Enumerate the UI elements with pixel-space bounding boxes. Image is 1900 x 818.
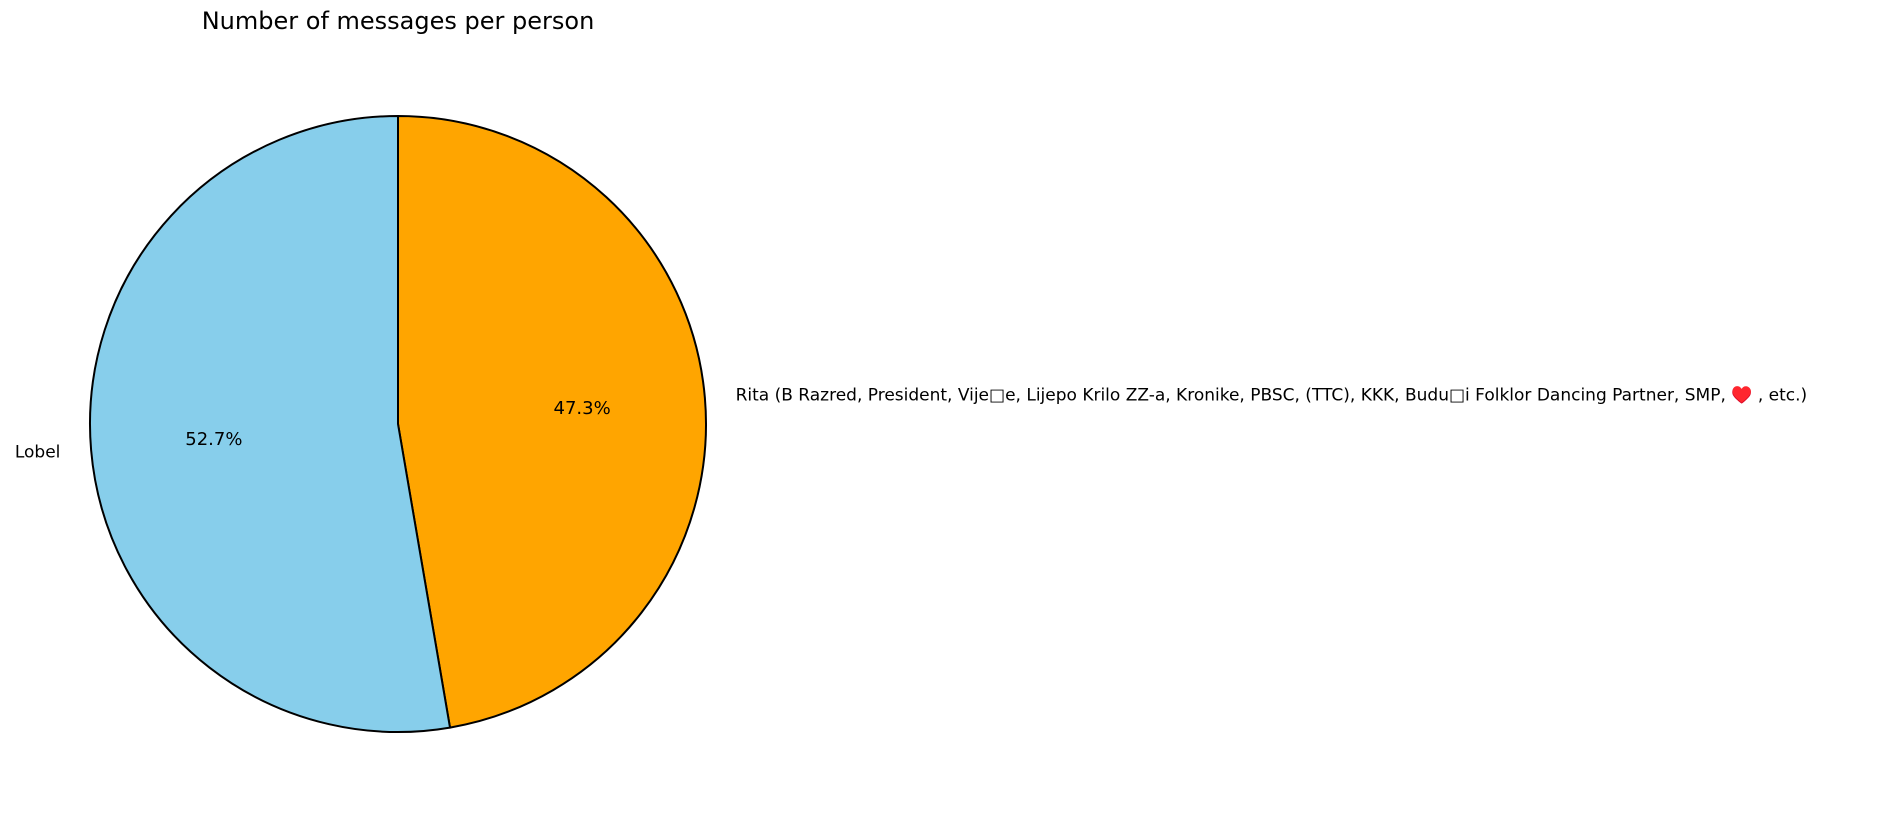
chart-title: Number of messages per person: [202, 7, 595, 35]
pie-slice-label-1: Lobel: [15, 443, 61, 463]
pie-slice-pct-label-1: 52.7%: [185, 429, 242, 450]
pie-labels: 47.3% Rita (B Razred, President, Vije□e, …: [15, 384, 1807, 462]
pie-slice-label-0: Rita (B Razred, President, Vije□e, Lijep…: [736, 384, 1808, 405]
pie-slices: [89, 115, 707, 733]
pie-slice-1: [89, 115, 452, 733]
pie-slice-0: [397, 115, 707, 729]
pie-slice-pct-label-0: 47.3%: [554, 398, 611, 419]
